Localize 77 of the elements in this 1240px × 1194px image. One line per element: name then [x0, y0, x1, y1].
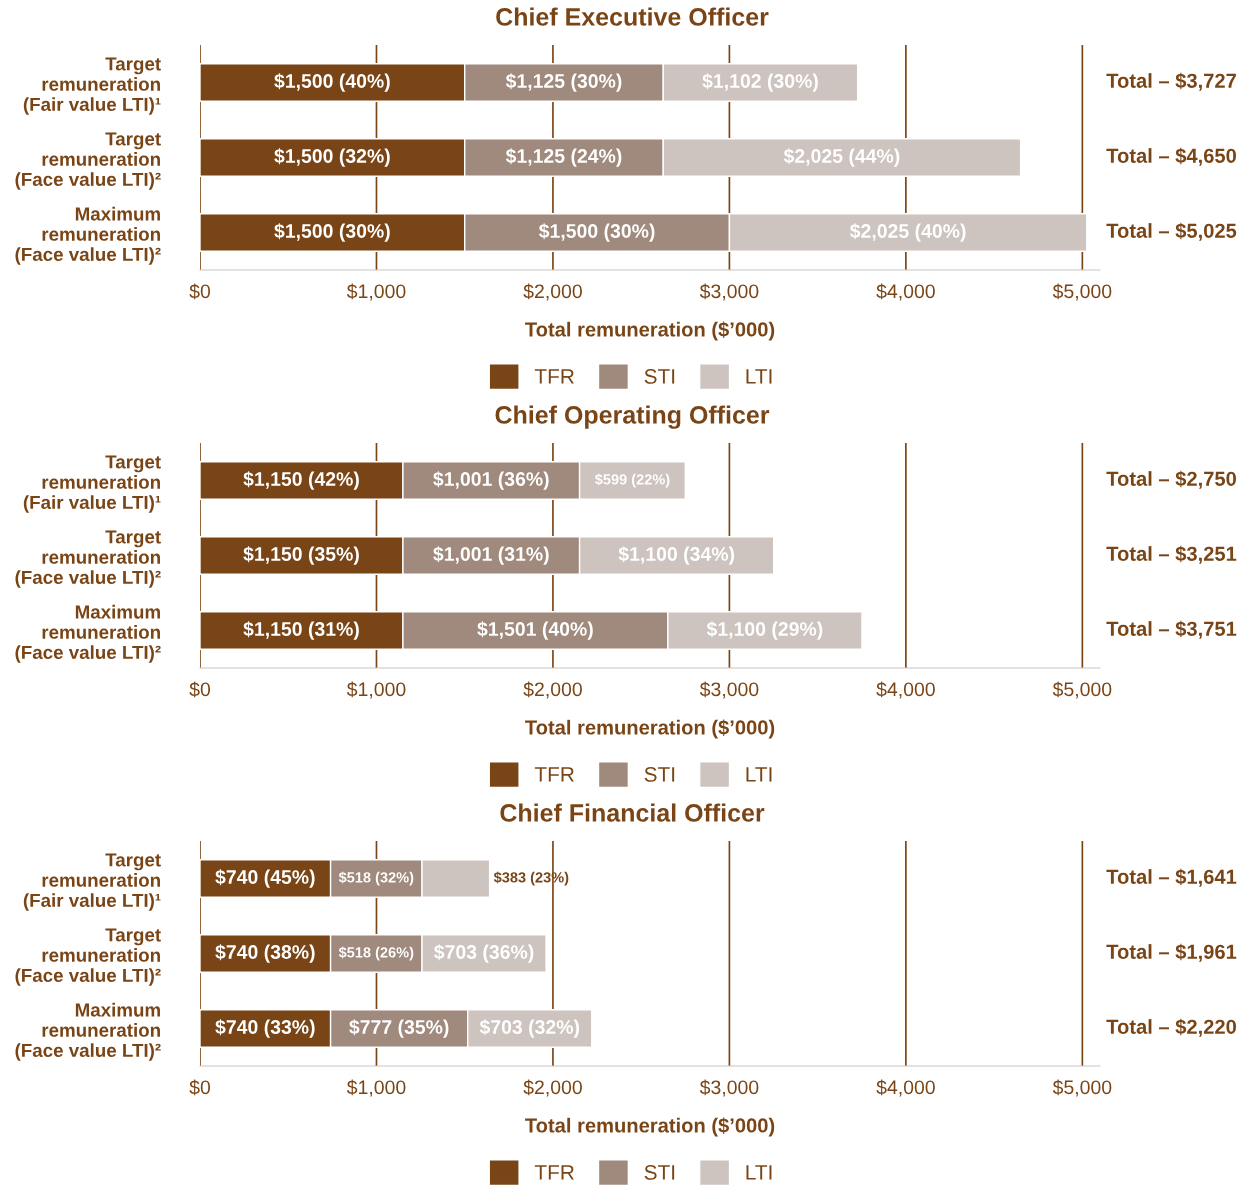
legend-label: TFR: [534, 1165, 574, 1180]
y-tick-label: Target remuneration (Fair value LTI)¹: [23, 853, 161, 911]
text: Total – $2,750: [1106, 470, 1236, 489]
text: Total – $3,727: [1106, 72, 1236, 91]
x-tick-label: $3,000: [699, 283, 759, 301]
legend-label: TFR: [534, 767, 574, 782]
x-tick-label: $5,000: [1052, 1079, 1112, 1097]
data-label: $1,150 (31%): [243, 621, 359, 640]
x-tick-label: $3,000: [699, 681, 759, 699]
x-tick-label: $0: [189, 283, 211, 300]
y-tick-label: Target remuneration (Fair value LTI)¹: [23, 455, 161, 513]
data-label: $1,150 (35%): [243, 546, 359, 565]
chart-title: Chief Financial Officer: [500, 803, 765, 822]
data-label: $1,500 (32%): [274, 148, 390, 167]
text: Total – $3,751: [1106, 620, 1237, 639]
x-tick-label: $5,000: [1052, 681, 1112, 699]
x-tick-label: $1,000: [346, 1079, 406, 1097]
legend-label: TFR: [534, 369, 574, 384]
data-label: $777 (35%): [349, 1019, 449, 1038]
x-tick-label: $1,000: [346, 681, 406, 699]
legend-label: STI: [644, 1165, 675, 1180]
data-label: $703 (36%): [434, 944, 534, 963]
data-label: $518 (26%): [338, 946, 414, 961]
data-label: $1,500 (40%): [274, 73, 390, 92]
legend-label: LTI: [746, 369, 772, 384]
chart-title: Chief Executive Officer: [496, 7, 769, 26]
legend-label: LTI: [746, 1165, 772, 1180]
x-tick-label: $1,000: [346, 283, 406, 301]
y-tick-label: Target remuneration (Fair value LTI)¹: [23, 57, 161, 115]
x-axis-title: Total remuneration ($’000): [525, 719, 775, 739]
x-tick-label: $4,000: [876, 1079, 935, 1097]
data-label: $1,100 (34%): [618, 546, 735, 565]
data-label: $518 (32%): [338, 871, 414, 886]
data-label: $703 (32%): [479, 1019, 580, 1038]
x-axis-title: Total remuneration ($’000): [525, 321, 775, 341]
data-label: $1,500 (30%): [538, 223, 655, 242]
x-tick-label: $2,000: [523, 1079, 582, 1097]
x-tick-label: $2,000: [523, 283, 582, 301]
y-tick-label: Maximum remuneration (Face value LTI)²: [15, 604, 161, 663]
data-label: $1,001 (36%): [433, 471, 549, 490]
text: Total – $3,251: [1106, 545, 1237, 564]
text: Total – $1,641: [1106, 868, 1237, 887]
data-label: $740 (38%): [215, 944, 315, 963]
data-label: $1,001 (31%): [433, 546, 549, 565]
text: Total – $1,961: [1106, 943, 1237, 962]
y-tick-label: Target remuneration (Face value LTI)²: [15, 928, 161, 986]
legend-label: STI: [644, 767, 675, 782]
x-tick-label: $2,000: [523, 681, 582, 699]
y-tick-label: Maximum remuneration (Face value LTI)²: [15, 206, 161, 265]
y-tick-label: Target remuneration (Face value LTI)²: [15, 530, 161, 588]
x-tick-label: $0: [189, 1079, 211, 1096]
data-label: $2,025 (44%): [783, 148, 900, 167]
data-label: $1,501 (40%): [477, 621, 593, 640]
text: Total – $4,650: [1106, 147, 1236, 166]
data-label: $1,500 (30%): [274, 223, 390, 242]
x-axis-title: Total remuneration ($’000): [525, 1117, 775, 1137]
x-tick-label: $5,000: [1052, 283, 1112, 301]
data-label: $1,125 (24%): [505, 148, 622, 167]
data-label: $2,025 (40%): [849, 223, 966, 242]
data-label: $1,100 (29%): [706, 621, 823, 640]
text: Total – $2,220: [1106, 1018, 1236, 1037]
data-label: $1,102 (30%): [702, 73, 818, 92]
y-tick-label: Maximum remuneration (Face value LTI)²: [15, 1002, 161, 1061]
x-tick-label: $3,000: [699, 1079, 759, 1097]
x-tick-label: $0: [189, 681, 211, 698]
legend-label: LTI: [746, 767, 772, 782]
data-label: $1,125 (30%): [505, 73, 622, 92]
chart-title: Chief Operating Officer: [495, 405, 770, 429]
legend-label: STI: [644, 369, 675, 384]
x-tick-label: $4,000: [876, 681, 935, 699]
data-label: $1,150 (42%): [243, 471, 359, 490]
x-tick-label: $4,000: [876, 283, 935, 301]
y-tick-label: Target remuneration (Face value LTI)²: [15, 132, 161, 190]
data-label: $599 (22%): [594, 473, 670, 488]
data-label: $740 (45%): [215, 869, 315, 888]
data-label: $740 (33%): [215, 1019, 315, 1038]
text: Total – $5,025: [1106, 222, 1237, 241]
